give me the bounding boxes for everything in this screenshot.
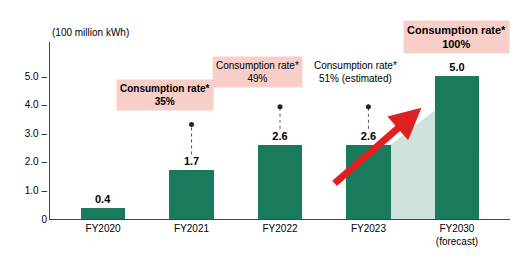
- svg-text:FY2022: FY2022: [262, 223, 297, 234]
- svg-text:(100 million kWh): (100 million kWh): [52, 27, 129, 38]
- svg-text:FY2023: FY2023: [351, 223, 386, 234]
- svg-text:FY2021: FY2021: [174, 223, 209, 234]
- svg-text:5.0 –: 5.0 –: [25, 71, 48, 82]
- svg-text:FY2020: FY2020: [86, 223, 121, 234]
- svg-text:Consumption rate*49%: Consumption rate*49%: [216, 60, 299, 84]
- svg-text:4.0 –: 4.0 –: [25, 99, 48, 110]
- svg-text:Consumption rate*35%: Consumption rate*35%: [120, 83, 210, 107]
- svg-text:Consumption rate*100%: Consumption rate*100%: [407, 24, 506, 50]
- svg-text:1.0 –: 1.0 –: [25, 185, 48, 196]
- svg-text:0.4: 0.4: [95, 193, 111, 205]
- svg-text:Consumption rate*51% (estimate: Consumption rate*51% (estimated): [314, 60, 397, 84]
- svg-text:3.0 –: 3.0 –: [25, 128, 48, 139]
- svg-text:5.0: 5.0: [449, 61, 464, 73]
- svg-text:FY2030(forecast): FY2030(forecast): [436, 223, 478, 247]
- svg-text:2.6: 2.6: [272, 130, 287, 142]
- svg-text:2.0 –: 2.0 –: [25, 156, 48, 167]
- svg-text:1.7: 1.7: [184, 155, 199, 167]
- svg-text:0: 0: [41, 214, 47, 225]
- svg-text:2.6: 2.6: [361, 130, 376, 142]
